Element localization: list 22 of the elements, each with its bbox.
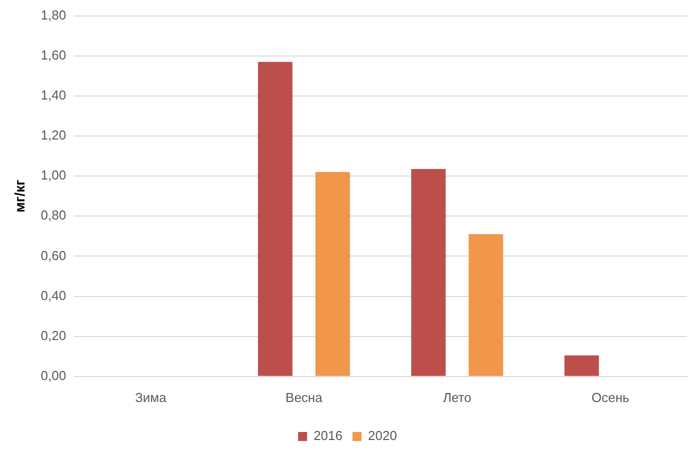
legend-label: 2016 [314, 428, 342, 444]
bar [468, 234, 504, 376]
legend-label: 2020 [368, 428, 397, 444]
y-tick-label: 1,00 [40, 168, 66, 183]
y-tick-label: 0,20 [40, 328, 66, 343]
bar [564, 355, 599, 376]
bar [411, 169, 446, 376]
x-tick-label: Лето [442, 390, 472, 405]
y-tick-label: 1,40 [40, 88, 66, 103]
x-tick-label: Осень [591, 390, 630, 405]
y-tick-label: 0,80 [40, 208, 66, 223]
x-tick-label: Весна [286, 390, 324, 405]
y-tick-label: 0,60 [40, 248, 66, 263]
y-tick-label: 1,80 [40, 7, 66, 22]
bar [315, 172, 350, 376]
x-tick-label: Зима [135, 390, 168, 405]
y-axis-title: мг/кг [11, 179, 28, 213]
y-tick-label: 1,20 [40, 128, 66, 143]
y-tick-label: 0,40 [40, 288, 66, 303]
y-tick-label: 1,60 [40, 47, 66, 62]
bar [258, 62, 292, 376]
y-tick-label: 0,00 [40, 368, 66, 383]
